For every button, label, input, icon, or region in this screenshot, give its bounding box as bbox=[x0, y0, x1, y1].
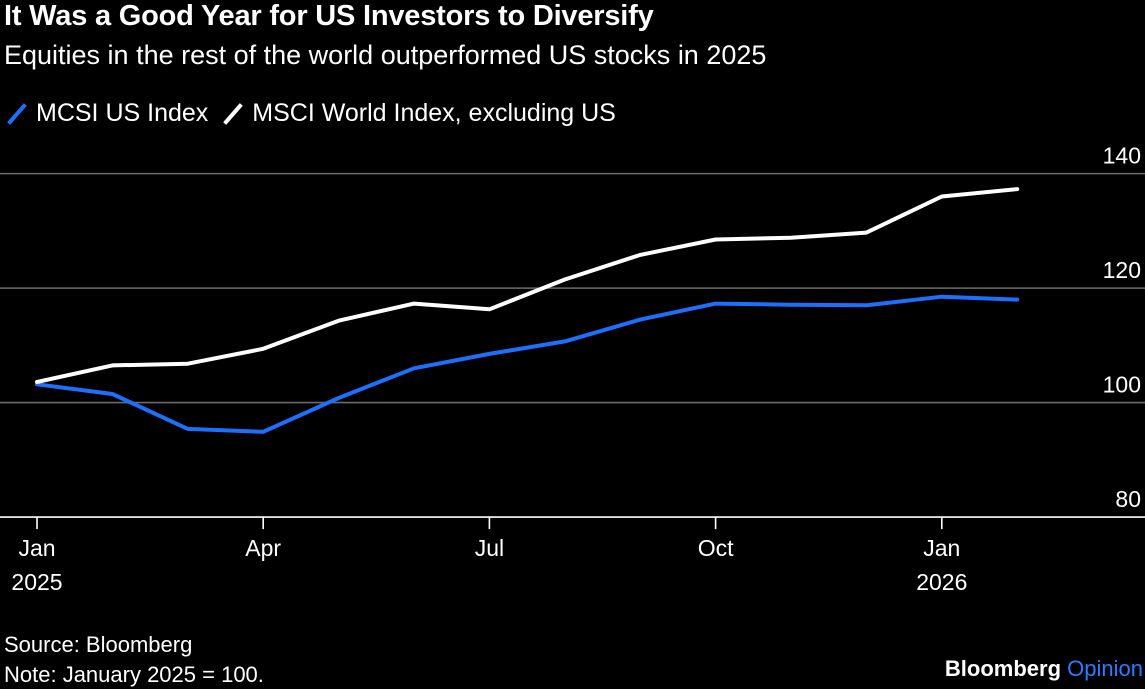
x-tick-label-2: Jul bbox=[475, 535, 504, 561]
brand-suffix: Opinion bbox=[1067, 656, 1143, 681]
legend-label-us: MCSI US Index bbox=[36, 99, 209, 127]
chart-subtitle: Equities in the rest of the world outper… bbox=[4, 40, 767, 70]
gridlines bbox=[0, 172, 1145, 518]
brand-name: Bloomberg bbox=[944, 656, 1062, 681]
footnote: Note: January 2025 = 100. bbox=[4, 662, 264, 687]
source-note: Source: Bloomberg bbox=[4, 632, 193, 657]
y-tick-label-100: 100 bbox=[1103, 372, 1141, 398]
legend-item-us: MCSI US Index bbox=[6, 99, 208, 128]
legend-item-world-ex-us: MSCI World Index, excluding US bbox=[222, 99, 616, 128]
x-tick-label-1: Apr bbox=[245, 535, 281, 561]
y-tick-label-80: 80 bbox=[1115, 486, 1141, 512]
chart-title: It Was a Good Year for US Investors to D… bbox=[4, 0, 654, 32]
x-tick-sublabel-0: 2025 bbox=[11, 569, 62, 595]
legend-label-world-ex-us: MSCI World Index, excluding US bbox=[252, 99, 616, 127]
x-tick-label-3: Oct bbox=[698, 535, 734, 561]
brand-logo: Bloomberg Opinion bbox=[945, 656, 1143, 682]
x-axis: Jan 2025 Apr Jul Oct Jan 2026 bbox=[11, 517, 967, 595]
x-tick-label-0: Jan bbox=[18, 535, 55, 561]
y-tick-label-120: 120 bbox=[1103, 257, 1141, 283]
x-tick-label-4: Jan bbox=[923, 535, 960, 561]
series-line-world-ex-us bbox=[35, 187, 1020, 384]
series-line-us bbox=[35, 294, 1020, 434]
x-tick-sublabel-4: 2026 bbox=[916, 569, 967, 595]
legend-swatch-us bbox=[7, 102, 27, 125]
legend: MCSI US Index MSCI World Index, excludin… bbox=[6, 99, 630, 128]
series-lines bbox=[35, 187, 1020, 434]
y-tick-label-140: 140 bbox=[1103, 143, 1141, 169]
y-tick-labels: 140 120 100 80 bbox=[1103, 143, 1141, 512]
legend-swatch-world-ex-us bbox=[223, 102, 244, 125]
